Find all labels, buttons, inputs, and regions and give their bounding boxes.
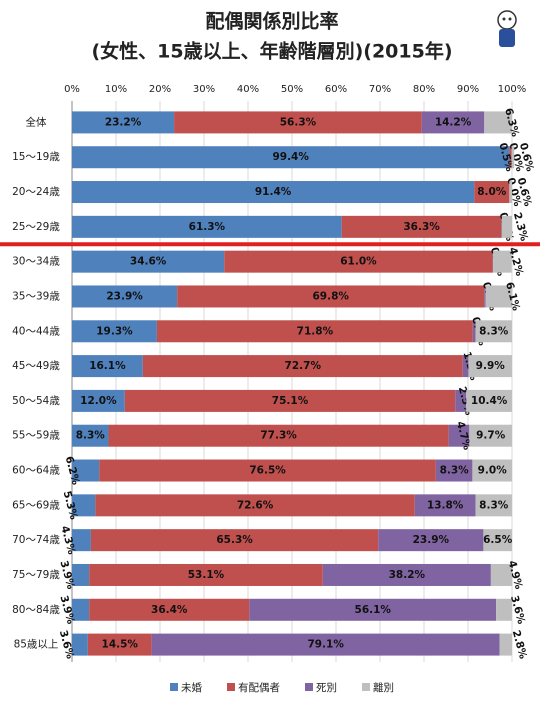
- y-tick-label: 30〜34歳: [12, 256, 60, 268]
- data-label: 19.3%: [96, 325, 133, 337]
- legend-swatch: [362, 683, 370, 691]
- data-label: 69.8%: [313, 290, 350, 302]
- data-label: 36.4%: [151, 604, 188, 616]
- data-label: 12.0%: [80, 395, 117, 407]
- y-tick-label: 40〜44歳: [12, 325, 60, 337]
- data-label: 9.0%: [478, 465, 508, 477]
- y-tick-label: 70〜74歳: [12, 534, 60, 546]
- chart-title: 配偶関係別比率: [205, 10, 338, 33]
- legend-label: 死別: [316, 682, 337, 694]
- data-label: 13.8%: [427, 499, 464, 511]
- data-label: 72.7%: [285, 360, 322, 372]
- data-label: 79.1%: [307, 639, 344, 651]
- legend-label: 未婚: [181, 681, 202, 694]
- y-tick-label: 55〜59歳: [12, 430, 60, 442]
- x-tick-label: 80%: [413, 84, 435, 95]
- y-tick-label: 15〜19歳: [12, 151, 60, 163]
- data-label: 75.1%: [272, 395, 309, 407]
- data-label: 2.8%: [510, 629, 529, 661]
- legend-swatch: [227, 683, 235, 691]
- bar-segment: [502, 216, 512, 238]
- data-label: 10.4%: [471, 395, 508, 407]
- data-label: 77.3%: [260, 430, 297, 442]
- y-tick-label: 75〜79歳: [12, 569, 60, 581]
- data-label: 8.3%: [440, 465, 470, 477]
- x-tick-label: 100%: [498, 84, 527, 95]
- data-label: 8.3%: [479, 499, 509, 511]
- chart-subtitle: (女性、15歳以上、年齢階層別)(2015年): [91, 40, 452, 63]
- data-label: 14.5%: [102, 639, 139, 651]
- x-tick-label: 0%: [64, 84, 80, 95]
- x-tick-label: 60%: [325, 84, 347, 95]
- x-tick-label: 20%: [149, 84, 171, 95]
- data-label: 8.3%: [76, 430, 106, 442]
- y-tick-label: 35〜39歳: [12, 290, 60, 302]
- x-tick-label: 50%: [281, 84, 303, 95]
- data-label: 61.3%: [189, 221, 226, 233]
- bar-segment: [512, 146, 515, 168]
- y-tick-label: 80〜84歳: [12, 604, 60, 616]
- data-label: 8.0%: [477, 186, 507, 198]
- data-label: 9.7%: [476, 430, 506, 442]
- data-label: 71.8%: [297, 325, 334, 337]
- data-label: 61.0%: [340, 256, 377, 268]
- legend-label: 有配偶者: [238, 681, 280, 694]
- y-tick-label: 60〜64歳: [12, 465, 60, 477]
- y-tick-label: 全体: [26, 115, 47, 128]
- data-label: 99.4%: [272, 151, 309, 163]
- data-label: 65.3%: [216, 534, 253, 546]
- bar-segment: [500, 634, 512, 656]
- y-tick-label: 25〜29歳: [12, 221, 60, 233]
- y-tick-label: 50〜54歳: [12, 395, 60, 407]
- x-tick-label: 30%: [193, 84, 215, 95]
- data-label: 16.1%: [89, 360, 126, 372]
- legend-swatch: [170, 683, 178, 691]
- mascot-icon: [498, 11, 516, 47]
- y-tick-label: 85歳以上: [14, 639, 59, 651]
- data-label: 8.3%: [479, 325, 509, 337]
- data-label: 34.6%: [130, 256, 167, 268]
- x-tick-label: 90%: [457, 84, 479, 95]
- bar-segment: [509, 181, 512, 203]
- data-label: 38.2%: [389, 569, 426, 581]
- data-label: 56.3%: [280, 116, 317, 128]
- data-label: 72.6%: [237, 499, 274, 511]
- y-tick-label: 65〜69歳: [12, 499, 60, 511]
- x-tick-label: 10%: [105, 84, 127, 95]
- data-label: 14.2%: [435, 116, 472, 128]
- data-label: 6.5%: [483, 534, 513, 546]
- data-label: 9.9%: [476, 360, 506, 372]
- data-label: 56.1%: [355, 604, 392, 616]
- data-label: 36.3%: [403, 221, 440, 233]
- y-tick-label: 45〜49歳: [12, 360, 60, 372]
- x-tick-label: 70%: [369, 84, 391, 95]
- y-tick-label: 20〜24歳: [12, 186, 60, 198]
- legend-label: 離別: [373, 681, 394, 694]
- data-label: 23.9%: [106, 290, 143, 302]
- data-label: 53.1%: [188, 569, 225, 581]
- data-label: 91.4%: [255, 186, 292, 198]
- data-label: 23.2%: [105, 116, 142, 128]
- legend-swatch: [305, 683, 313, 691]
- data-label: 76.5%: [249, 465, 286, 477]
- x-tick-label: 40%: [237, 84, 259, 95]
- data-label: 23.9%: [413, 534, 450, 546]
